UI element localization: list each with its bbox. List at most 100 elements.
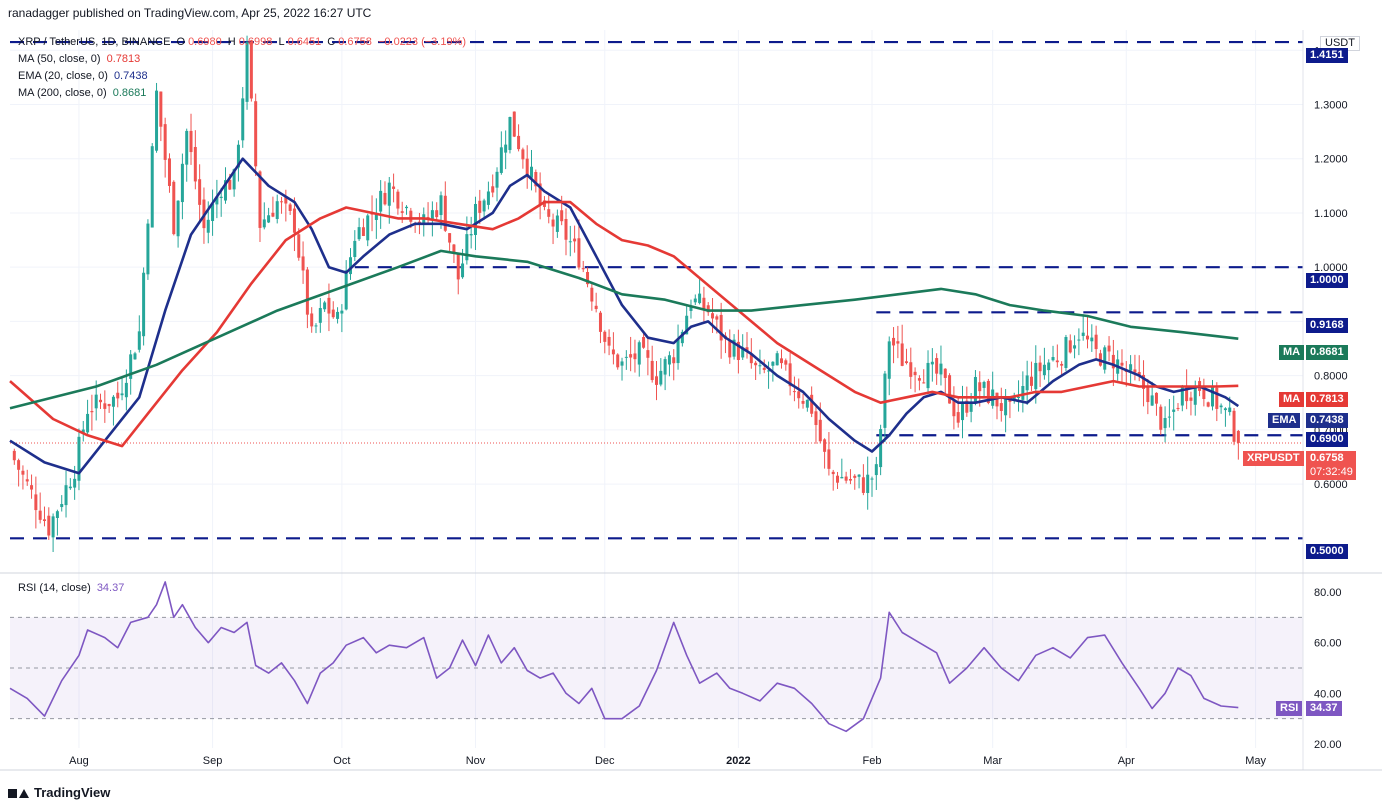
legend-ma200-label: MA (200, close, 0) — [18, 87, 107, 99]
legend-ma200-value: 0.8681 — [112, 87, 147, 99]
candle-body — [965, 400, 969, 413]
candle-body — [1206, 402, 1210, 407]
time-tick-label: Dec — [595, 755, 615, 767]
candle-body — [879, 429, 883, 468]
candle-body — [461, 263, 465, 278]
legend-open: 0.6980 — [188, 36, 222, 48]
tag-ma200-value: 0.8681 — [1306, 345, 1348, 360]
candle-body — [1021, 386, 1025, 400]
candle-body — [374, 214, 378, 220]
candle-body — [1017, 397, 1021, 399]
candle-body — [129, 354, 133, 379]
candle-body — [611, 349, 615, 355]
candle-body — [443, 195, 447, 231]
candle-body — [189, 130, 193, 153]
candle-body — [107, 403, 111, 407]
tag-level-1-0000: 1.0000 — [1306, 273, 1348, 288]
candle-body — [331, 309, 335, 318]
candle-body — [1064, 336, 1068, 368]
candle-body — [1236, 430, 1240, 443]
candle-body — [435, 210, 439, 218]
candle-body — [379, 190, 383, 212]
candle-body — [767, 370, 771, 372]
candle-body — [430, 210, 434, 220]
candle-body — [784, 360, 788, 365]
candle-body — [357, 227, 361, 240]
time-tick-label: Aug — [69, 755, 89, 767]
candle-body — [702, 297, 706, 310]
candle-body — [982, 381, 986, 388]
time-tick-label: May — [1245, 755, 1266, 767]
candle-body — [1055, 360, 1059, 363]
candle-body — [823, 439, 827, 452]
candle-body — [124, 382, 128, 398]
candle-body — [930, 361, 934, 365]
candle-body — [896, 341, 900, 344]
tag-ema-value: 0.7438 — [1306, 413, 1348, 428]
moving-averages-layer — [9, 157, 1240, 475]
candle-body — [672, 357, 676, 364]
candle-body — [792, 391, 796, 393]
ma200-line — [9, 249, 1239, 410]
candle-body — [159, 91, 163, 127]
candle-body — [155, 90, 159, 151]
candle-body — [185, 130, 189, 165]
tag-rsi-name: RSI — [1276, 701, 1303, 716]
candle-body — [1103, 347, 1107, 370]
candle-body — [288, 204, 292, 211]
legend-ohlc-row: XRP / TetherUS, 1D, BINANCE O 0.6980 H 0.6… — [18, 36, 469, 48]
tag-level-1-4151: 1.4151 — [1306, 48, 1348, 63]
candle-body — [663, 359, 667, 375]
tradingview-logo[interactable]: TradingView — [8, 785, 110, 800]
candle-body — [1215, 387, 1219, 409]
candle-body — [1029, 376, 1033, 386]
candle-body — [892, 337, 896, 346]
rsi-band — [10, 617, 1303, 719]
candle-body — [439, 195, 443, 216]
candle-body — [172, 181, 176, 235]
candle-body — [103, 403, 107, 409]
candle-body — [1189, 397, 1193, 401]
candle-body — [736, 341, 740, 361]
candle-body — [676, 339, 680, 364]
candle-body — [17, 460, 21, 470]
candle-body — [1120, 362, 1124, 366]
candle-body — [301, 256, 305, 271]
candle-body — [133, 353, 137, 360]
candle-body — [387, 182, 391, 206]
candle-body — [51, 516, 55, 538]
candle-body — [396, 191, 400, 209]
candle-body — [1193, 385, 1197, 405]
candle-body — [568, 241, 572, 243]
candle-body — [81, 429, 85, 434]
candle-body — [284, 196, 288, 204]
candle-body — [21, 470, 25, 475]
candle-body — [922, 382, 926, 384]
candle-body — [633, 353, 637, 360]
candle-body — [948, 375, 952, 404]
legend-ma200-row: MA (200, close, 0) 0.8681 — [18, 87, 149, 99]
candle-body — [805, 399, 809, 408]
tag-level-0-6900: 0.6900 — [1306, 432, 1348, 447]
candle-body — [310, 313, 314, 327]
time-tick-label: Nov — [466, 755, 486, 767]
candle-body — [512, 111, 516, 137]
candle-body — [900, 343, 904, 366]
candle-body — [206, 219, 210, 233]
candle-body — [361, 227, 365, 236]
candle-body — [1150, 395, 1154, 406]
candle-body — [1176, 407, 1180, 409]
candle-body — [1159, 406, 1163, 430]
candle-body — [348, 257, 352, 275]
candle-body — [473, 203, 477, 235]
candle-body — [754, 362, 758, 366]
candle-body — [262, 219, 266, 228]
time-tick-label: Sep — [203, 755, 223, 767]
candle-body — [12, 450, 16, 461]
candle-body — [215, 196, 219, 205]
candle-body — [564, 218, 568, 240]
candle-body — [866, 474, 870, 494]
candle-body — [534, 172, 538, 187]
publisher-line: ranadagger published on TradingView.com,… — [8, 6, 372, 20]
